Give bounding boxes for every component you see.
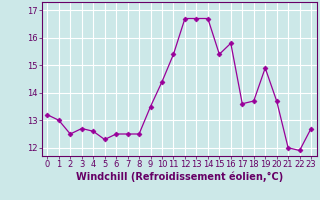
X-axis label: Windchill (Refroidissement éolien,°C): Windchill (Refroidissement éolien,°C) (76, 172, 283, 182)
